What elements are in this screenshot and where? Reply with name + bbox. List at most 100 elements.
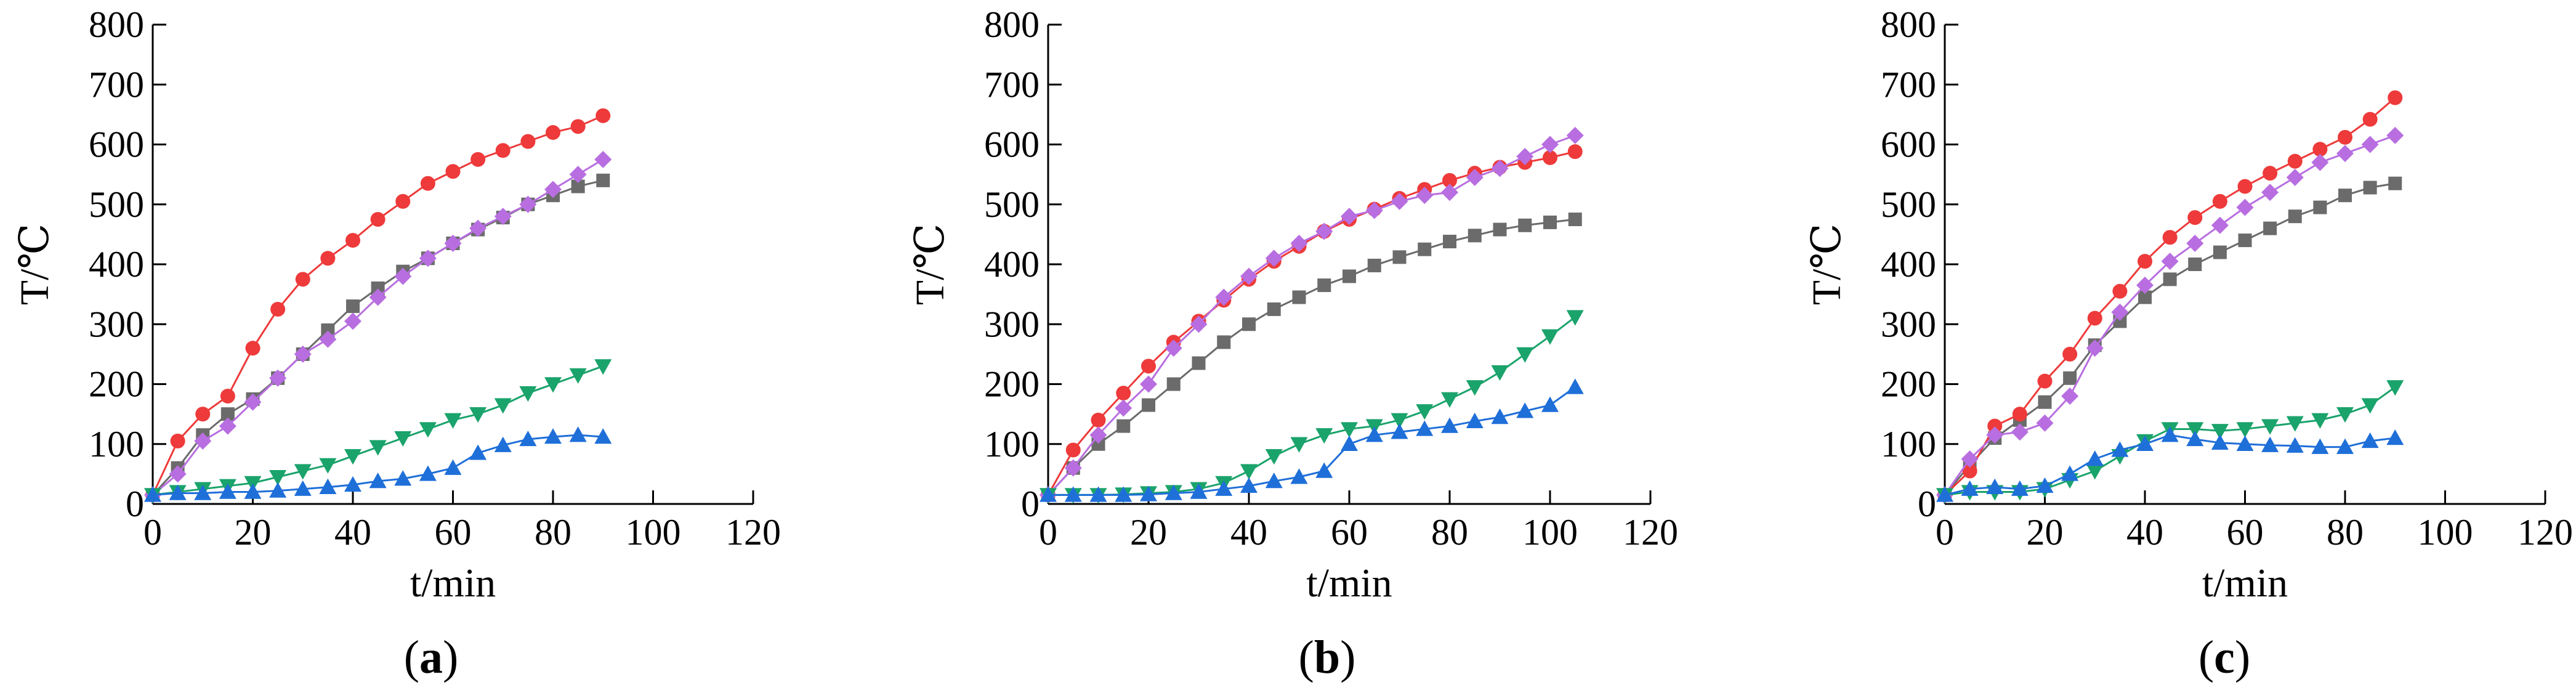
data-point: [444, 413, 462, 429]
data-point: [2336, 438, 2354, 454]
data-point: [420, 176, 435, 191]
data-point: [2186, 430, 2204, 447]
data-point: [1240, 477, 1258, 493]
series-square: [1041, 213, 1582, 502]
data-point: [369, 473, 387, 489]
x-tick-label: 100: [2418, 512, 2473, 553]
data-point: [2036, 414, 2054, 432]
data-point: [1443, 235, 1456, 249]
x-tick-label: 0: [143, 512, 162, 553]
data-point: [1089, 486, 1107, 502]
data-point: [1442, 172, 1457, 188]
y-tick-label: 600: [89, 124, 144, 165]
series-diamond: [1040, 126, 1584, 504]
series-line: [1047, 134, 1576, 496]
data-point: [2311, 153, 2329, 171]
data-point: [370, 212, 386, 227]
y-tick-label: 700: [89, 64, 144, 105]
y-tick-label: 600: [984, 124, 1040, 165]
data-point: [1543, 215, 1557, 229]
data-point: [419, 422, 437, 438]
data-point: [594, 150, 612, 168]
y-tick-label: 800: [89, 4, 144, 45]
data-point: [2236, 422, 2254, 438]
series-diamond: [144, 150, 612, 504]
data-point: [2261, 184, 2279, 201]
x-axis-title: t/min: [1306, 561, 1392, 606]
data-point: [2213, 245, 2227, 259]
data-point: [2286, 437, 2304, 453]
data-point: [2036, 477, 2054, 493]
data-point: [1192, 356, 1206, 370]
series-line: [1047, 218, 1575, 496]
data-point: [470, 152, 486, 167]
data-point: [1516, 402, 1534, 418]
x-tick-label: 60: [1331, 512, 1368, 553]
data-point: [1566, 126, 1584, 144]
x-tick-label: 60: [435, 512, 472, 553]
data-point: [2361, 432, 2379, 448]
data-point: [1116, 419, 1131, 433]
data-point: [269, 470, 287, 486]
data-point: [2037, 373, 2053, 389]
data-point: [2236, 435, 2254, 451]
data-point: [1491, 365, 1509, 381]
data-point: [371, 281, 385, 295]
data-point: [2061, 387, 2079, 405]
y-tick-label: 0: [126, 484, 144, 524]
data-point: [546, 125, 560, 140]
y-tick-label: 500: [89, 184, 144, 225]
data-point: [395, 193, 411, 209]
series-square: [1938, 176, 2402, 502]
data-point: [2263, 166, 2278, 181]
data-point: [2386, 429, 2404, 445]
x-tick-label: 80: [535, 512, 571, 553]
data-point: [1115, 486, 1133, 502]
data-point: [2313, 200, 2327, 214]
data-point: [2111, 441, 2129, 457]
y-tick-label: 0: [1918, 484, 1936, 524]
data-point: [1566, 310, 1584, 326]
x-tick-label: 120: [725, 512, 781, 553]
data-point: [1217, 335, 1231, 349]
data-point: [294, 464, 312, 480]
x-tick-label: 20: [235, 512, 272, 553]
panel-label: (a): [404, 631, 459, 683]
data-point: [1441, 184, 1458, 201]
data-point: [319, 330, 337, 348]
data-point: [1317, 278, 1331, 293]
data-point: [1416, 404, 1434, 420]
data-point: [1040, 486, 1057, 502]
data-point: [1315, 428, 1333, 444]
data-point: [1165, 484, 1182, 500]
data-point: [2363, 181, 2377, 195]
data-point: [2211, 216, 2229, 234]
data-point: [2138, 254, 2152, 269]
data-point: [220, 407, 235, 421]
x-tick-label: 40: [1230, 512, 1267, 553]
data-point: [2237, 179, 2253, 194]
series-circle: [1041, 144, 1583, 503]
data-point: [2386, 380, 2404, 396]
data-point: [1190, 315, 1208, 333]
data-point: [544, 428, 562, 444]
chart-panel-a: 0 100 200 300 400 500 600 700 800 0 20 40 60 80 100 120…: [12, 4, 781, 683]
data-point: [544, 377, 562, 393]
data-point: [1142, 398, 1155, 412]
data-point: [344, 449, 361, 465]
data-point: [1140, 485, 1157, 501]
data-point: [195, 407, 211, 422]
data-point: [2136, 435, 2154, 451]
data-point: [1392, 250, 1407, 264]
data-point: [1961, 480, 1979, 496]
y-axis-title: T/℃: [908, 224, 953, 305]
y-tick-label: 200: [1881, 364, 1936, 405]
data-point: [1441, 417, 1458, 433]
data-point: [321, 323, 335, 337]
y-axis-title: T/℃: [1804, 224, 1849, 305]
data-point: [570, 119, 586, 134]
data-point: [269, 482, 287, 498]
panel-label: (c): [2198, 631, 2250, 683]
data-point: [220, 388, 235, 404]
data-point: [169, 484, 187, 500]
